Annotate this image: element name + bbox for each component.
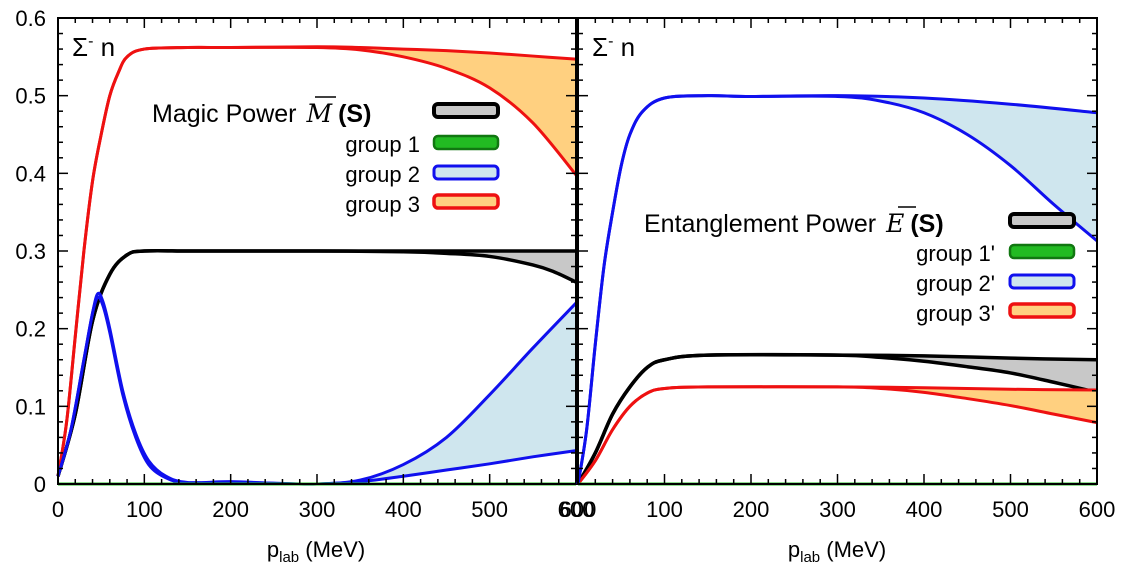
right-legend-label-group2: group 2'	[916, 271, 995, 296]
left-panel-title: Σ- n	[72, 32, 115, 62]
left-legend-swatch-group3	[432, 193, 500, 210]
left-legend: Magic Power M (S) group 1 group 2 group 3	[152, 96, 500, 217]
y-tick-label: 0.4	[15, 161, 46, 186]
right-x-tick-label: 500	[992, 497, 1029, 522]
right-panel-title: Σ- n	[592, 32, 635, 62]
y-tick-label: 0.2	[15, 317, 46, 342]
y-tick-label: 0.6	[15, 6, 46, 31]
right-band-group-3	[578, 386, 1097, 484]
right-band-group-2	[578, 95, 1097, 484]
right-legend: Entanglement Power E (S) group 1' group 2'…	[644, 206, 1076, 326]
right-x-tick-label: 600	[1079, 497, 1116, 522]
left-x-tick-label: 500	[471, 497, 508, 522]
left-legend-label-group2: group 2	[345, 162, 420, 187]
right-line-lower-group-2	[576, 94, 1098, 485]
left-band-group-3	[58, 46, 576, 477]
left-x-tick-label: 100	[126, 497, 163, 522]
right-line-lower-entanglement-power-e-s	[576, 352, 1098, 485]
left-legend-label-group3: group 3	[345, 192, 420, 217]
left-legend-swatch-magic	[432, 102, 500, 119]
left-line-lower-group-2	[56, 295, 577, 486]
right-x-tick-label: 400	[906, 497, 943, 522]
right-legend-swatch-group3	[1008, 302, 1076, 319]
right-x-tick-label: 100	[646, 497, 683, 522]
left-line-lower-group-3	[56, 45, 578, 477]
y-tick-label: 0	[34, 472, 46, 497]
right-x-tick-label: 200	[733, 497, 770, 522]
right-x-tick-label: 300	[819, 497, 856, 522]
left-x-tick-label: 400	[385, 497, 422, 522]
right-legend-label-group1: group 1'	[916, 241, 995, 266]
right-x-axis-label: plab (MeV)	[788, 537, 886, 566]
right-legend-swatch-entanglement	[1008, 212, 1076, 229]
left-line-lower-magic-power-m-s	[56, 248, 577, 477]
right-x-tick-label: 600	[560, 497, 597, 522]
y-tick-label: 0.1	[15, 394, 46, 419]
right-band-entanglement-power-e-s	[578, 354, 1097, 484]
left-legend-title: Magic Power M (S)	[152, 99, 371, 128]
y-tick-label: 0.3	[15, 239, 46, 264]
left-legend-swatch-group2	[432, 164, 500, 181]
right-plot-area	[576, 94, 1098, 486]
right-line-lower-group-3	[576, 385, 1098, 485]
right-ticks: 600 100 200 300 400 500 600	[560, 17, 1116, 522]
left-plot-area	[56, 45, 578, 486]
left-legend-label-group1: group 1	[345, 132, 420, 157]
right-legend-title: Entanglement Power E (S)	[644, 209, 944, 238]
right-legend-swatch-group2	[1008, 273, 1076, 290]
left-panel: 0 100 200 300 400 500 600 0 0.1 0.2 0.3 0.4 0.5 0.6 Σ…	[15, 6, 594, 566]
left-x-axis-label: plab (MeV)	[267, 537, 365, 566]
right-legend-label-group3: group 3'	[916, 301, 995, 326]
left-x-tick-label: 600	[558, 497, 595, 522]
right-frame	[577, 17, 1098, 485]
left-x-tick-label: 0	[52, 497, 64, 522]
left-ticks: 0 100 200 300 400 500 600 0 0.1 0.2 0.3 0.4 0.5 0.6	[15, 6, 594, 522]
left-legend-swatch-group1	[432, 134, 500, 151]
left-x-tick-label: 200	[212, 497, 249, 522]
right-legend-swatch-group1	[1008, 243, 1076, 260]
left-band-group-2	[58, 293, 576, 485]
y-tick-label: 0.5	[15, 84, 46, 109]
left-x-tick-label: 300	[299, 497, 336, 522]
right-panel: 600 100 200 300 400 500 600 Σ- n Entanglement …	[560, 17, 1116, 566]
left-frame	[57, 17, 577, 485]
